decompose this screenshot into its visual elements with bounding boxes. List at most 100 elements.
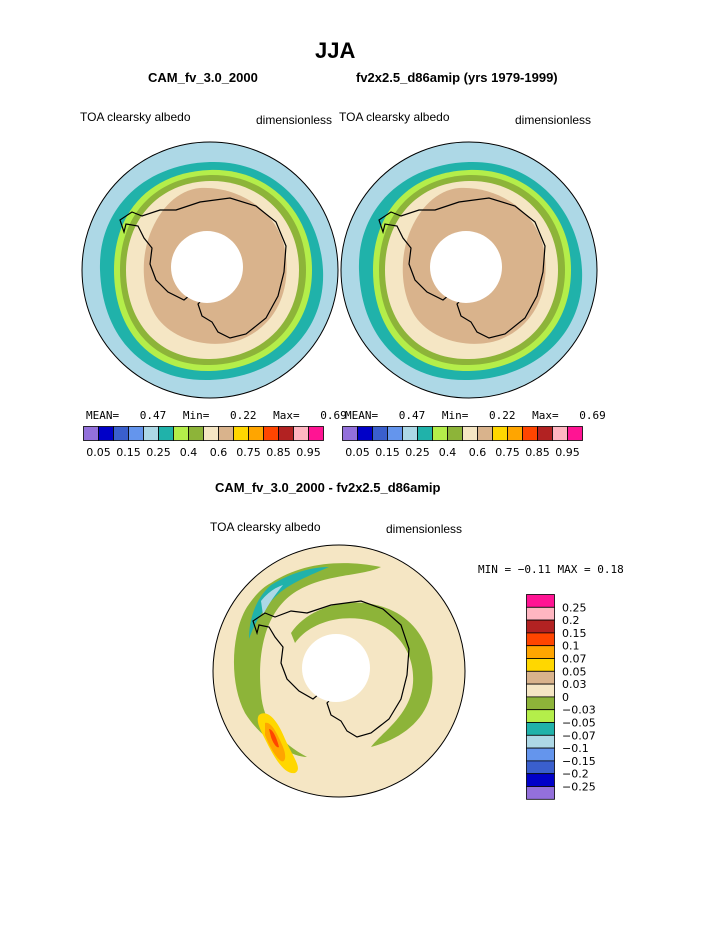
colorbar-tick-label: 0.05: [562, 665, 587, 678]
colorbar-box: [526, 722, 555, 736]
panel-2-map: [340, 141, 598, 399]
colorbar-tick-label: −0.25: [562, 781, 596, 794]
negative-lightblue-strip: [261, 585, 283, 615]
colorbar-box: [526, 670, 555, 685]
panel-2-units: dimensionless: [515, 113, 592, 127]
panel-2-colorbar: 0.05 0.15 0.25 0.4 0.6 0.75 0.85 0.95: [342, 426, 583, 459]
colorbar-box: [526, 786, 555, 800]
page-title: JJA: [315, 38, 356, 63]
colorbar-box: [526, 696, 555, 711]
min-label: Min=: [441, 409, 469, 422]
colorbar-tick-label: −0.03: [562, 704, 596, 717]
colorbar-tick-label: −0.15: [562, 755, 596, 768]
diff-title: CAM_fv_3.0_2000 - fv2x2.5_d86amip: [215, 480, 441, 495]
colorbar-box: [477, 426, 493, 441]
min-value: 0.22: [230, 409, 257, 422]
colorbar-box: [492, 426, 508, 441]
colorbar-tick-label: −0.1: [562, 742, 589, 755]
colorbar-tick-label: −0.2: [562, 768, 589, 781]
panel-1-map: [81, 141, 339, 399]
panel-1-colorbar: 0.05 0.15 0.25 0.4 0.6 0.75 0.85 0.95: [83, 426, 324, 459]
max-value: 0.69: [320, 409, 347, 422]
colorbar-box: [218, 426, 234, 441]
colorbar-tick-label: 0.03: [562, 678, 587, 691]
colorbar-box: [567, 426, 583, 441]
colorbar-box: [248, 426, 264, 441]
colorbar-box: [526, 747, 555, 762]
missing-data-pole: [302, 634, 370, 702]
panel-2-stats: MEAN= 0.47 Min= 0.22 Max= 0.69: [345, 409, 606, 422]
colorbar-tick-label: 0.85: [266, 446, 291, 459]
colorbar-box: [203, 426, 219, 441]
max-value: 0.69: [579, 409, 606, 422]
colorbar-box: [387, 426, 403, 441]
missing-data-pole: [430, 231, 502, 303]
mean-value: 0.47: [139, 409, 167, 422]
colorbar-box: [113, 426, 129, 441]
panel-1-stats: MEAN= 0.47 Min= 0.22 Max= 0.69: [86, 409, 347, 422]
colorbar-box: [526, 658, 555, 672]
missing-data-pole: [171, 231, 243, 303]
panel-1-variable: TOA clearsky albedo: [80, 110, 191, 124]
colorbar-box: [158, 426, 174, 441]
colorbar-box: [188, 426, 204, 441]
colorbar-tick-label: 0.05: [345, 446, 370, 459]
colorbar-tick-label: 0.15: [116, 446, 141, 459]
colorbar-tick-label: 0.4: [439, 446, 457, 459]
colorbar-box: [143, 426, 159, 441]
colorbar-tick-label: 0.25: [146, 446, 171, 459]
negative-green-arc: [233, 563, 381, 757]
max-label: Max=: [273, 409, 300, 422]
colorbar-tick-label: 0.6: [469, 446, 487, 459]
mean-label: MEAN=: [86, 409, 120, 422]
colorbar-tick-label: 0.4: [180, 446, 198, 459]
colorbar-box: [173, 426, 189, 441]
colorbar-box: [402, 426, 418, 441]
colorbar-tick-label: 0.75: [495, 446, 520, 459]
diff-units: dimensionless: [386, 522, 463, 536]
colorbar-box: [462, 426, 478, 441]
min-label: Min=: [182, 409, 210, 422]
colorbar-box: [526, 760, 555, 775]
colorbar-box: [357, 426, 373, 441]
colorbar-box: [526, 645, 555, 659]
colorbar-box: [526, 683, 555, 698]
colorbar-tick-label: 0.1: [562, 640, 580, 653]
colorbar-tick-label: 0: [562, 691, 569, 704]
colorbar-tick-label: 0.75: [236, 446, 261, 459]
colorbar-box: [233, 426, 249, 441]
colorbar-tick-label: 0.07: [562, 653, 587, 666]
colorbar-tick-label: 0.95: [296, 446, 321, 459]
colorbar-box: [128, 426, 144, 441]
colorbar-box: [263, 426, 279, 441]
colorbar-box: [526, 709, 555, 723]
colorbar-box: [432, 426, 448, 441]
colorbar-tick-label: 0.95: [555, 446, 580, 459]
colorbar-box: [526, 594, 555, 608]
colorbar-tick-label: 0.25: [405, 446, 430, 459]
colorbar-box: [98, 426, 114, 441]
colorbar-tick-label: −0.07: [562, 729, 596, 742]
colorbar-box: [308, 426, 324, 441]
colorbar-box: [278, 426, 294, 441]
colorbar-box: [526, 773, 555, 787]
colorbar-tick-label: 0.05: [86, 446, 111, 459]
colorbar-box: [537, 426, 553, 441]
colorbar-tick-label: 0.6: [210, 446, 228, 459]
colorbar-box: [526, 606, 555, 621]
colorbar-tick-label: 0.15: [375, 446, 400, 459]
colorbar-tick-label: 0.2: [562, 614, 580, 627]
colorbar-tick-label: 0.85: [525, 446, 550, 459]
panel-2-variable: TOA clearsky albedo: [339, 110, 450, 124]
colorbar-box: [447, 426, 463, 441]
colorbar-box: [526, 632, 555, 647]
colorbar-box: [372, 426, 388, 441]
min-value: 0.22: [489, 409, 516, 422]
colorbar-box: [552, 426, 568, 441]
colorbar-box: [342, 426, 358, 441]
colorbar-box: [507, 426, 523, 441]
mean-value: 0.47: [398, 409, 426, 422]
positive-red-patch: [269, 729, 279, 748]
diff-colorbar: 0.250.20.150.10.070.050.030−0.03−0.05−0.…: [526, 594, 596, 800]
max-label: Max=: [532, 409, 559, 422]
